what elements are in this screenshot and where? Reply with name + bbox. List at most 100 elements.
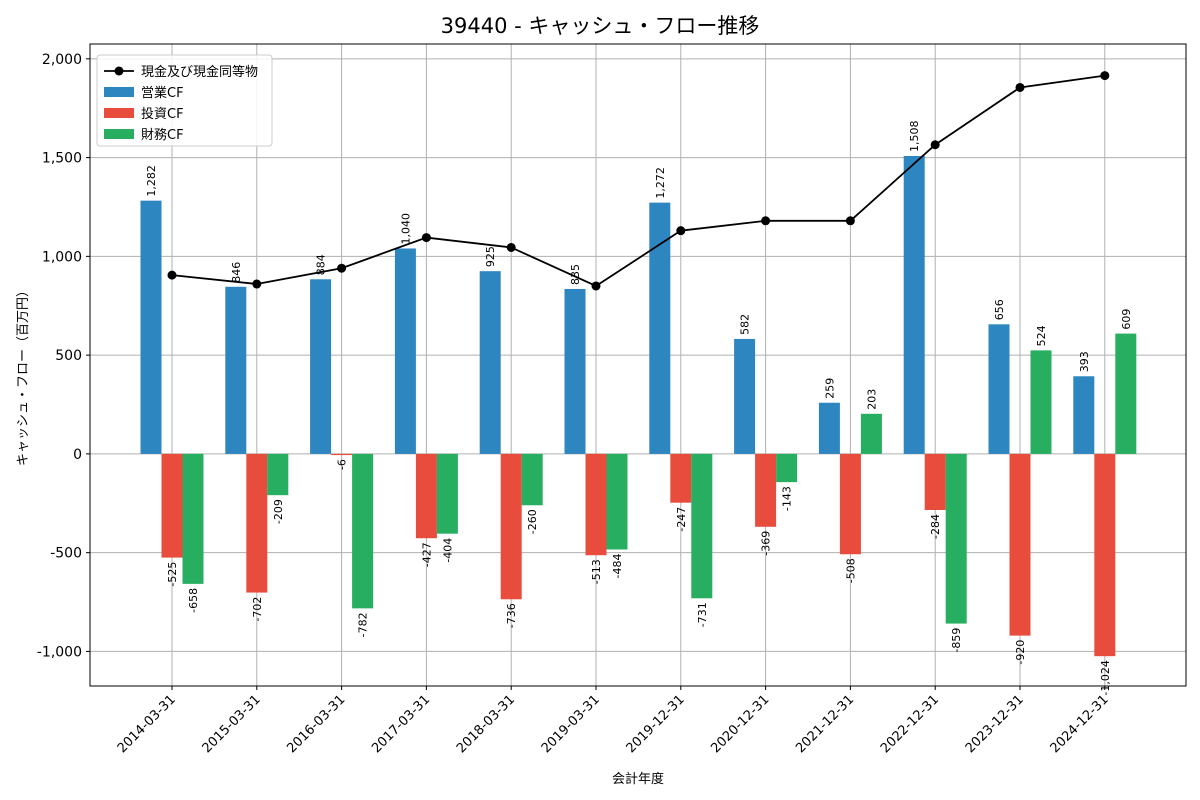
x-tick-label: 2016-03-31 xyxy=(284,692,348,756)
x-tick-label: 2019-03-31 xyxy=(539,692,603,756)
bar-3 xyxy=(267,453,289,496)
bar-data-label: 846 xyxy=(230,262,243,283)
x-tick-label: 2018-03-31 xyxy=(454,692,518,756)
legend-marker xyxy=(114,66,124,76)
legend-label: 現金及び現金同等物 xyxy=(141,64,258,80)
cash-point xyxy=(845,216,855,226)
bar-2 xyxy=(755,453,777,527)
bar-1 xyxy=(649,202,671,454)
bar-3 xyxy=(1115,333,1137,454)
bar-data-label: 582 xyxy=(739,314,752,335)
bar-3 xyxy=(352,453,374,609)
bar-data-label: -920 xyxy=(1014,640,1027,665)
bar-data-label: -525 xyxy=(166,562,179,587)
legend-bar-swatch xyxy=(104,108,134,118)
cash-point xyxy=(421,233,431,243)
cash-line xyxy=(171,74,1105,288)
bar-1 xyxy=(394,248,416,454)
bar-3 xyxy=(521,453,543,506)
bar-1 xyxy=(479,271,501,454)
x-tick-label: 2020-12-31 xyxy=(708,692,772,756)
bar-data-label: 259 xyxy=(823,378,836,399)
bar-data-label: 925 xyxy=(484,246,497,267)
x-tick-label: 2015-03-31 xyxy=(200,692,264,756)
bar-data-label: 393 xyxy=(1078,351,1091,372)
bar-1 xyxy=(310,279,332,454)
bar-2 xyxy=(415,453,437,539)
cash-point xyxy=(252,279,262,289)
plot-frame xyxy=(89,43,1187,687)
bar-3 xyxy=(1030,350,1052,454)
bar-2 xyxy=(500,453,522,600)
bar-data-label: -369 xyxy=(760,531,773,556)
y-axis-label: キャッシュ・フロー（百万円） xyxy=(16,284,31,466)
bar-data-label: -782 xyxy=(357,612,370,637)
bar-3 xyxy=(691,453,713,599)
legend-box xyxy=(96,54,273,147)
bar-data-label: -859 xyxy=(950,628,963,653)
bar-data-label: -209 xyxy=(272,499,285,524)
bar-data-label: 1,508 xyxy=(908,121,921,153)
bar-2 xyxy=(246,453,268,593)
bar-1 xyxy=(903,156,925,454)
y-tick-label: 1,000 xyxy=(42,249,82,265)
bar-2 xyxy=(1009,453,1031,636)
x-tick-label: 2022-12-31 xyxy=(878,692,942,756)
cash-point xyxy=(1100,71,1110,81)
y-tick-label: 2,000 xyxy=(42,52,82,68)
bar-2 xyxy=(839,453,861,555)
cash-point xyxy=(676,226,686,236)
bar-data-label: -404 xyxy=(441,538,454,563)
x-tick-label: 2019-12-31 xyxy=(624,692,688,756)
bar-data-label: 1,040 xyxy=(399,213,412,245)
bar-data-label: -702 xyxy=(251,597,264,622)
bar-data-label: -658 xyxy=(187,588,200,613)
bar-data-label: -284 xyxy=(929,514,942,539)
bar-data-label: -508 xyxy=(844,558,857,583)
bar-data-label: -484 xyxy=(611,554,624,579)
cash-point xyxy=(167,270,177,280)
bar-data-label: 1,272 xyxy=(654,167,667,199)
bar-2 xyxy=(670,453,692,503)
bar-1 xyxy=(734,338,756,454)
bar-1 xyxy=(988,324,1010,454)
bar-data-label: 203 xyxy=(865,389,878,410)
cash-point xyxy=(930,140,940,150)
y-tick-label: 1,500 xyxy=(42,151,82,167)
bar-data-label: -736 xyxy=(505,603,518,628)
bar-data-label: -1,024 xyxy=(1099,660,1112,695)
cash-point xyxy=(506,242,516,252)
bar-2 xyxy=(1094,453,1116,657)
x-tick-label: 2014-03-31 xyxy=(115,692,179,756)
y-tick-label: -1,000 xyxy=(37,644,82,660)
bar-3 xyxy=(182,453,204,584)
x-tick-label: 2023-12-31 xyxy=(963,692,1027,756)
bar-data-label: 884 xyxy=(315,254,328,275)
bar-2 xyxy=(585,453,607,556)
bar-1 xyxy=(225,286,247,454)
bar-3 xyxy=(945,453,967,624)
x-tick-label: 2021-12-31 xyxy=(793,692,857,756)
bar-2 xyxy=(924,453,946,510)
legend-label: 営業CF xyxy=(141,85,184,101)
bar-data-label: -731 xyxy=(696,602,709,627)
y-tick-label: 500 xyxy=(55,348,82,364)
x-axis-label: 会計年度 xyxy=(612,771,664,787)
bar-1 xyxy=(564,288,586,454)
y-tick-label: -500 xyxy=(50,546,82,562)
bar-1 xyxy=(818,402,840,454)
bar-data-label: 524 xyxy=(1035,325,1048,346)
cash-point xyxy=(591,281,601,291)
x-tick-label: 2024-12-31 xyxy=(1048,692,1112,756)
legend-label: 投資CF xyxy=(141,106,184,122)
bar-1 xyxy=(1073,376,1095,454)
cash-point xyxy=(761,216,771,226)
bar-data-label: 1,282 xyxy=(145,165,158,197)
cash-point xyxy=(1015,82,1025,92)
bar-data-label: -427 xyxy=(420,542,433,567)
bar-data-label: -143 xyxy=(781,486,794,511)
legend-bar-swatch xyxy=(104,87,134,97)
legend-label: 財務CF xyxy=(141,128,184,143)
